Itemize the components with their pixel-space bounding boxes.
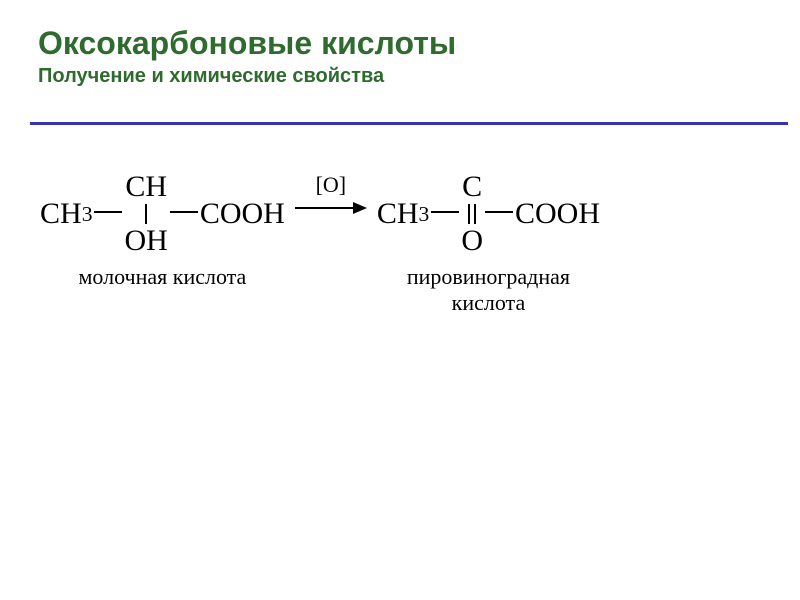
group-ch: CH xyxy=(125,170,167,204)
bond-h xyxy=(431,211,459,213)
group-ch3: CH xyxy=(40,197,82,231)
bond-v-double xyxy=(468,204,476,224)
molecule-right-formula: CH3 C O COOH xyxy=(377,170,600,258)
molecule-left: CH3 CH OH COOH молочная кислота xyxy=(40,170,285,290)
slide: Оксокарбоновые кислоты Получение и химич… xyxy=(0,0,800,600)
molecule-left-formula: CH3 CH OH COOH xyxy=(40,170,285,258)
bond-v-single xyxy=(145,204,147,224)
group-cooh: COOH xyxy=(200,197,285,231)
center-with-sub: C O xyxy=(461,170,483,258)
substituent-o: O xyxy=(461,224,483,258)
bond-h xyxy=(485,211,513,213)
header-rule xyxy=(30,122,788,125)
molecule-right-caption: пировиноградная кислота xyxy=(407,264,570,317)
molecule-left-caption: молочная кислота xyxy=(79,264,247,290)
slide-subtitle: Получение и химические свойства xyxy=(38,65,780,88)
slide-title: Оксокарбоновые кислоты xyxy=(38,26,780,61)
reaction-arrow: [O] xyxy=(295,172,367,216)
bond-h xyxy=(170,211,198,213)
arrow-icon xyxy=(295,200,367,216)
group-c: C xyxy=(462,170,482,204)
caption-line-1: пировиноградная xyxy=(407,264,570,289)
group-cooh: COOH xyxy=(515,197,600,231)
molecule-right: CH3 C O COOH пировиноградная xyxy=(377,170,600,317)
caption-line-2: кислота xyxy=(452,290,526,315)
bond-h xyxy=(94,211,122,213)
group-ch3: CH xyxy=(377,197,419,231)
slide-header: Оксокарбоновые кислоты Получение и химич… xyxy=(38,26,780,88)
substituent-oh: OH xyxy=(124,224,167,258)
reaction-scheme: CH3 CH OH COOH молочная кислота [O] xyxy=(40,170,760,317)
reaction-row: CH3 CH OH COOH молочная кислота [O] xyxy=(40,170,760,317)
arrow-label: [O] xyxy=(316,172,347,198)
center-with-sub: CH OH xyxy=(124,170,167,258)
